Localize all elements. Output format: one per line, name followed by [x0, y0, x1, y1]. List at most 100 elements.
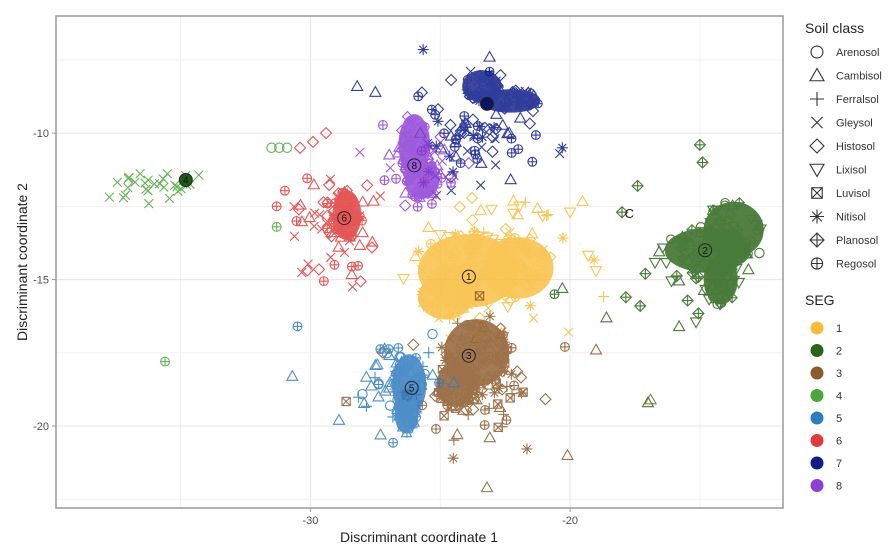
data-point	[417, 370, 428, 381]
data-point	[465, 383, 475, 393]
data-point	[303, 259, 313, 269]
data-point	[519, 196, 531, 208]
data-point	[336, 216, 349, 227]
data-point	[396, 420, 407, 431]
data-point	[475, 321, 488, 332]
legend-item-planosol: Planosol	[809, 232, 878, 248]
data-point	[557, 232, 569, 244]
data-point	[303, 210, 317, 223]
data-point	[720, 197, 730, 208]
y-tick-label: -10	[33, 128, 49, 140]
data-point	[160, 356, 171, 367]
data-point	[388, 437, 399, 448]
data-point	[434, 130, 447, 144]
x-tick-label: -20	[562, 515, 578, 527]
data-point	[563, 207, 577, 219]
data-point	[449, 244, 462, 255]
centroid-seg-4: 4	[178, 173, 193, 187]
data-point	[439, 128, 450, 139]
data-point	[459, 403, 473, 417]
data-point	[522, 88, 532, 98]
data-point	[385, 163, 396, 173]
data-point	[598, 291, 610, 303]
data-point	[403, 411, 414, 422]
data-point	[466, 113, 480, 126]
data-point	[615, 205, 629, 219]
data-point	[413, 91, 424, 102]
data-point	[448, 371, 459, 382]
data-point	[745, 214, 758, 226]
data-point	[301, 264, 314, 277]
data-point	[484, 310, 496, 322]
data-point	[426, 104, 437, 115]
data-point	[681, 294, 694, 307]
legend-item-label: Histosol	[836, 141, 875, 153]
data-point	[338, 200, 351, 212]
data-point	[501, 302, 515, 314]
data-point	[427, 307, 440, 318]
legend-item-luvisol: Luvisol	[811, 187, 870, 200]
data-point	[448, 434, 460, 446]
data-point	[144, 198, 154, 209]
dense-region-seg-1	[416, 269, 478, 324]
data-point	[589, 343, 603, 355]
data-point	[495, 90, 508, 103]
data-point	[514, 371, 528, 384]
data-point	[382, 148, 396, 160]
data-point	[525, 226, 539, 239]
circle-plus-icon	[810, 257, 824, 270]
data-point	[274, 142, 285, 154]
data-point	[404, 360, 415, 370]
data-point	[436, 373, 449, 385]
data-point	[513, 111, 527, 123]
data-point	[410, 116, 419, 126]
centroid-label: 4	[183, 176, 189, 187]
data-point	[462, 74, 472, 85]
data-point	[487, 83, 498, 94]
data-point	[495, 353, 504, 363]
centroids: 1 2 3 4 5 6 8	[178, 96, 713, 395]
data-point	[741, 262, 755, 275]
data-point	[279, 185, 290, 196]
legend-item-label: Gleysol	[836, 118, 873, 130]
data-point	[483, 81, 496, 92]
data-point	[506, 263, 517, 274]
data-point	[722, 285, 735, 298]
data-point	[450, 427, 464, 440]
data-point	[379, 384, 392, 396]
data-point	[528, 313, 539, 323]
centroid-label: 3	[466, 351, 472, 362]
data-point	[503, 274, 514, 285]
data-point	[462, 409, 474, 421]
data-point	[346, 230, 358, 243]
data-point	[510, 365, 524, 378]
data-point	[665, 276, 678, 288]
data-point	[498, 408, 510, 420]
data-point	[355, 211, 365, 222]
y-axis-ticks: -10 -15 -20	[33, 128, 56, 433]
data-point	[431, 424, 441, 434]
data-point	[539, 392, 552, 406]
dense-region-seg-3	[431, 357, 482, 410]
data-point	[510, 245, 521, 256]
data-point	[475, 269, 486, 280]
centroid-seg-6: 6	[337, 211, 352, 226]
data-point	[474, 291, 485, 301]
data-point	[364, 379, 378, 391]
data-point	[393, 141, 406, 152]
x-tick-label: -30	[302, 515, 318, 527]
data-point	[441, 367, 452, 378]
data-point	[464, 91, 474, 101]
data-point	[173, 186, 183, 197]
data-point	[644, 393, 658, 405]
data-point	[336, 194, 346, 205]
data-point	[318, 276, 329, 287]
dense-region-seg-2	[699, 254, 741, 311]
data-point	[733, 240, 746, 252]
data-point	[401, 427, 412, 438]
data-point	[509, 380, 520, 391]
legend-item-label: 2	[836, 346, 842, 358]
data-point	[434, 313, 444, 323]
data-point	[423, 347, 435, 359]
